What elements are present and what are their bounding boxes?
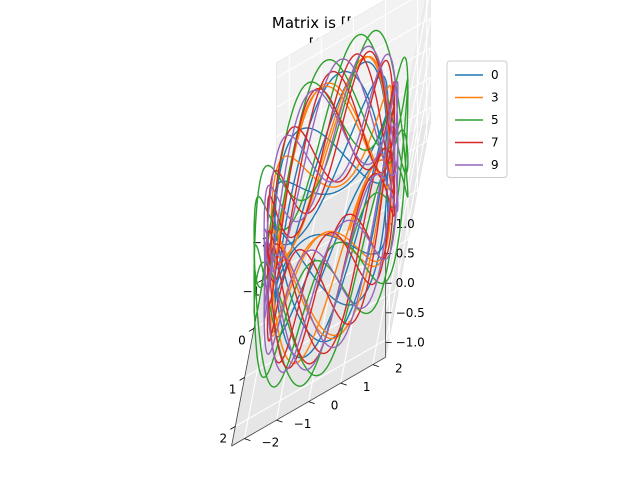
y-tick-mark — [308, 401, 315, 404]
legend-label-5: 5 — [491, 113, 499, 127]
x-tick-label: −1 — [242, 284, 260, 298]
legend: 0 3 5 7 9 — [446, 60, 508, 178]
grid-z-0 — [276, 106, 432, 343]
y-tick-label: 0 — [331, 399, 339, 413]
legend-label-0: 0 — [491, 68, 499, 82]
y-tick-mark — [372, 364, 379, 367]
y-tick-label: 1 — [363, 380, 371, 394]
x-tick-label: 1 — [229, 382, 237, 396]
z-tick-label: 0.5 — [396, 247, 415, 261]
legend-label-3: 3 — [491, 91, 499, 105]
series-line-9 — [263, 45, 399, 374]
y-tick-label: −2 — [262, 436, 280, 450]
x-tick-mark — [239, 377, 245, 381]
x-tick-mark — [230, 426, 236, 430]
z-tick-label: 1.0 — [396, 217, 415, 231]
x-tick-mark — [248, 328, 255, 332]
grid-x-0 — [272, 0, 428, 231]
y-tick-mark — [340, 382, 347, 386]
legend-label-7: 7 — [491, 136, 499, 150]
grid-y-4 — [372, 0, 419, 365]
x-tick-label: 2 — [219, 431, 227, 445]
x-tick-label: 0 — [238, 333, 246, 347]
grid-z-4 — [276, 0, 429, 225]
series-line-3 — [270, 55, 392, 365]
series-line-7 — [266, 50, 396, 369]
grid-x-4 — [235, 189, 390, 427]
z-tick-label: 0.0 — [396, 276, 415, 290]
grid-z-1 — [276, 76, 432, 313]
z-tick-label: −0.5 — [396, 306, 425, 320]
series-group — [253, 29, 409, 388]
y-tick-mark — [244, 438, 251, 441]
legend-label-9: 9 — [491, 158, 499, 172]
y-tick-label: −1 — [294, 417, 312, 431]
z-tick-label: −1.0 — [396, 335, 425, 349]
y-tick-mark — [276, 419, 283, 423]
y-tick-label: 2 — [395, 362, 403, 376]
